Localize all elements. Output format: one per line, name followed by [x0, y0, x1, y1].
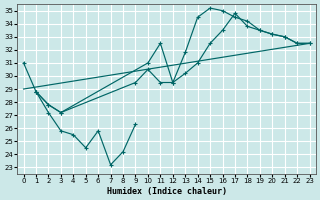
X-axis label: Humidex (Indice chaleur): Humidex (Indice chaleur) [107, 187, 227, 196]
